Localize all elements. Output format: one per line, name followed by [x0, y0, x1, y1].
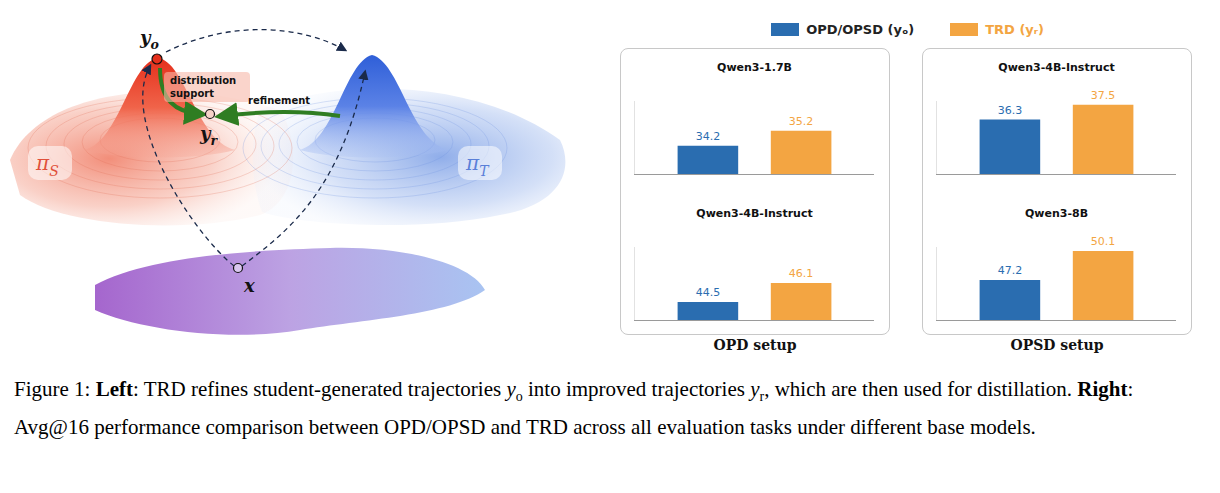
svg-text:Qwen3-8B: Qwen3-8B [1025, 207, 1088, 220]
html-text:OPSD setup: OPSD setup [1010, 337, 1104, 353]
svg-text:refinement: refinement [248, 95, 310, 106]
svg-text:πS: πS [35, 151, 59, 179]
svg-text:yr: yr [199, 123, 218, 148]
html-text:TRD (yᵣ): TRD (yᵣ) [985, 22, 1044, 37]
svg-text:37.5: 37.5 [1091, 89, 1116, 102]
svg-text:47.2: 47.2 [998, 264, 1023, 277]
svg-text:50.1: 50.1 [1091, 235, 1116, 248]
svg-text:πT: πT [465, 151, 490, 179]
svg-text:46.1: 46.1 [789, 267, 814, 280]
html-text:Figure 1: Left: TRD refines st: Figure 1: Left: TRD refines student-gene… [14, 377, 1134, 440]
svg-text:yo: yo [139, 27, 159, 52]
svg-text:Qwen3-1.7B: Qwen3-1.7B [717, 61, 792, 74]
svg-text:x: x [243, 275, 255, 296]
svg-text:distributionsupport: distributionsupport [170, 75, 236, 99]
svg-text:36.3: 36.3 [998, 104, 1023, 117]
svg-text:Qwen3-4B-Instruct: Qwen3-4B-Instruct [696, 207, 812, 220]
html-text:OPD setup: OPD setup [713, 337, 797, 353]
svg-text:44.5: 44.5 [696, 286, 721, 299]
svg-text:Qwen3-4B-Instruct: Qwen3-4B-Instruct [998, 61, 1114, 74]
html-text:OPD/OPSD (yₒ): OPD/OPSD (yₒ) [806, 22, 915, 37]
svg-text:34.2: 34.2 [696, 130, 721, 143]
svg-text:35.2: 35.2 [789, 115, 814, 128]
